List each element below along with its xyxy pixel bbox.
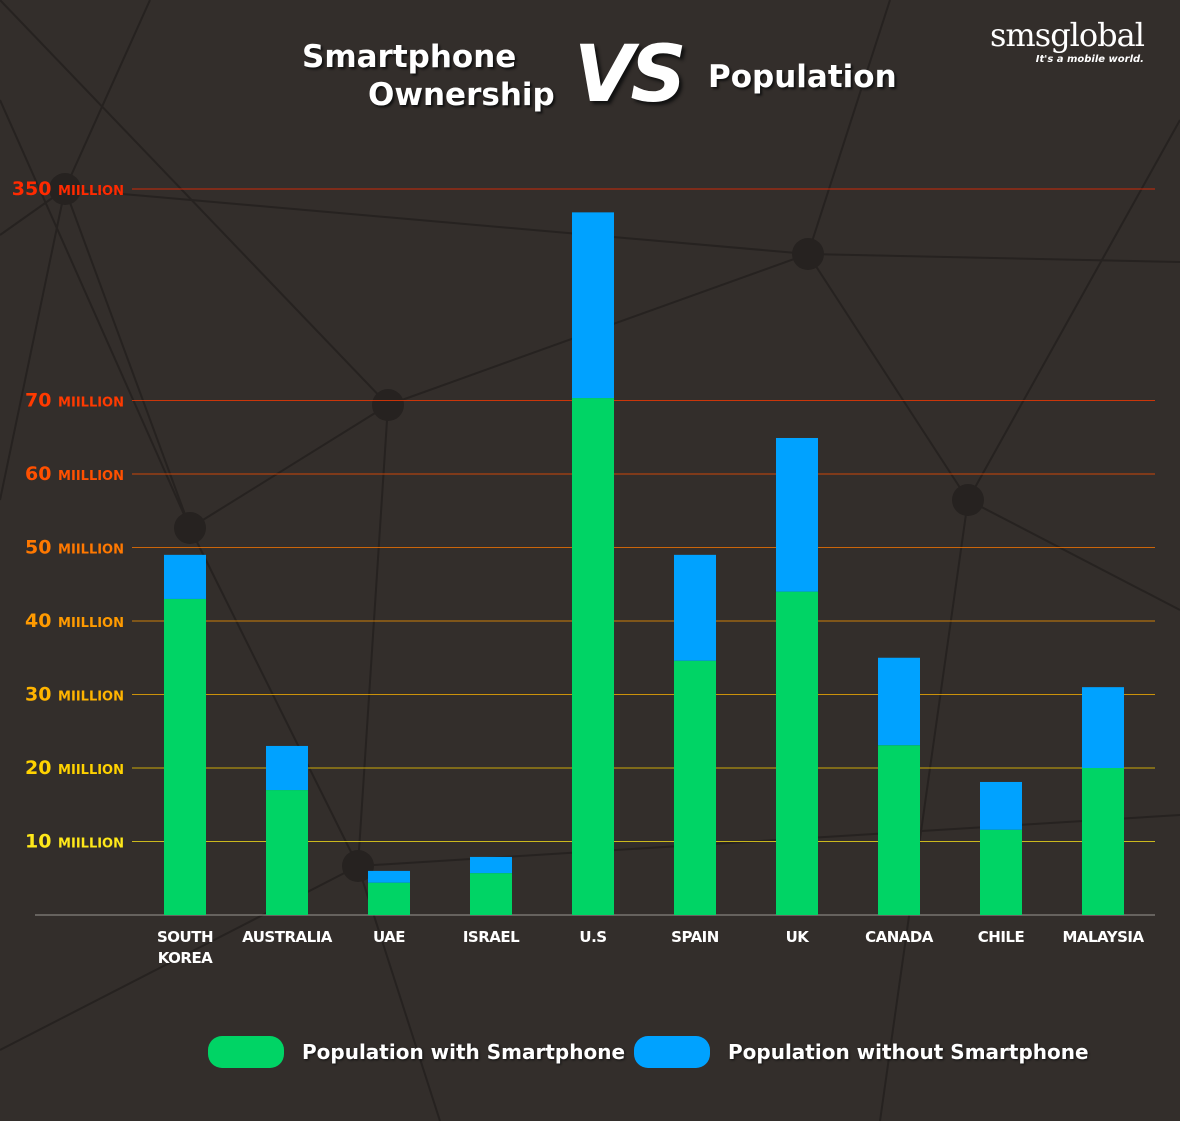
x-tick-label: SOUTH KOREA (157, 928, 213, 967)
bar-without-smartphone (878, 657, 920, 746)
x-tick-label: UAE (373, 928, 405, 946)
y-tick-label: 40 MIILLION (25, 610, 124, 632)
legend-label: Population with Smartphone (302, 1040, 626, 1064)
bar-with-smartphone (878, 745, 920, 915)
blue-chat-bubble-icon (634, 1036, 710, 1068)
bar-without-smartphone (1082, 687, 1124, 768)
legend-item-without-smartphone: Population without Smartphone (634, 1036, 1089, 1068)
x-tick-label: U.S (579, 928, 606, 946)
y-tick-label: 70 MIILLION (25, 390, 124, 412)
y-tick-label: 10 MIILLION (25, 831, 124, 853)
bar-with-smartphone (674, 660, 716, 915)
smsglobal-logo: smsglobal It's a mobile world. (990, 16, 1145, 66)
bar-without-smartphone (980, 781, 1022, 830)
y-tick-label: 50 MIILLION (25, 537, 124, 559)
x-tick-label: CHILE (978, 928, 1025, 946)
bar-without-smartphone (164, 554, 206, 599)
x-tick-label: CANADA (865, 928, 934, 946)
stacked-bar-chart: 10 MIILLION 20 MIILLION 30 MIILLION 40 MIIL… (12, 178, 1155, 967)
bar-with-smartphone (266, 790, 308, 915)
x-tick-label: SPAIN (671, 928, 719, 946)
bar-with-smartphone (164, 598, 206, 915)
bar-without-smartphone (368, 870, 410, 883)
green-chat-bubble-icon (208, 1036, 284, 1068)
logo-tagline: It's a mobile world. (1035, 54, 1144, 65)
bar-with-smartphone (980, 829, 1022, 915)
x-tick-label: UK (786, 928, 811, 946)
title-ownership: Ownership (368, 77, 555, 113)
y-tick-label: 350 MIILLION (12, 178, 124, 200)
bar-with-smartphone (572, 398, 614, 915)
title-smartphone: Smartphone (302, 39, 517, 75)
bar-without-smartphone (572, 212, 614, 399)
y-tick-label: 30 MIILLION (25, 684, 124, 706)
title-population: Population (708, 59, 897, 95)
bar-with-smartphone (776, 591, 818, 915)
y-tick-label: 20 MIILLION (25, 757, 124, 779)
x-tick-label: AUSTRALIA (242, 928, 333, 946)
legend-label: Population without Smartphone (728, 1040, 1089, 1064)
y-tick-label: 60 MIILLION (25, 463, 124, 485)
bar-with-smartphone (368, 882, 410, 915)
bar-without-smartphone (470, 856, 512, 874)
bar-without-smartphone (674, 554, 716, 661)
x-tick-label: ISRAEL (463, 928, 520, 946)
title-vs: VS (574, 30, 687, 120)
bar-with-smartphone (470, 873, 512, 915)
legend-item-with-smartphone: Population with Smartphone (208, 1036, 625, 1068)
x-tick-label: MALAYSIA (1062, 928, 1144, 946)
bar-without-smartphone (266, 745, 308, 791)
bar-without-smartphone (776, 437, 818, 592)
bar-with-smartphone (1082, 768, 1124, 915)
logo-name: smsglobal (990, 16, 1145, 54)
